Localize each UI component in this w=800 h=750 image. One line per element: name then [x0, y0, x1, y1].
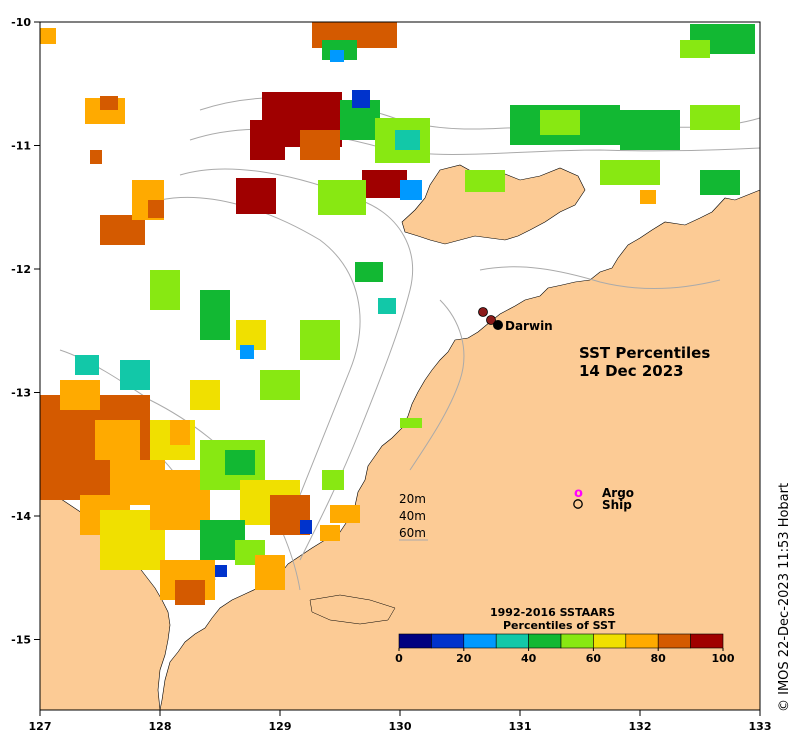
x-tick-label: 127	[29, 720, 52, 733]
x-tick-label: 129	[269, 720, 292, 733]
x-tick-label: 130	[389, 720, 412, 733]
sst-data-pixels	[40, 22, 755, 605]
map-title-line2: 14 Dec 2023	[579, 362, 684, 380]
darwin-location-marker	[493, 320, 503, 330]
colorbar-bin	[560, 633, 594, 649]
northern-peninsula	[401, 164, 586, 245]
colorbar-tick-label: 80	[651, 652, 667, 665]
x-tick-label: 131	[509, 720, 532, 733]
ship-marker	[478, 307, 488, 317]
y-tick-label: -12	[11, 263, 31, 276]
x-tick-label: 133	[749, 720, 772, 733]
argo-label: Argo	[602, 486, 634, 500]
x-tick-label: 128	[149, 720, 172, 733]
colorbar-bin	[625, 633, 659, 649]
colorbar-tick-label: 100	[712, 652, 735, 665]
y-tick-label: -13	[11, 387, 31, 400]
colorbar-title-line1: 1992-2016 SSTAARS	[490, 606, 615, 619]
colorbar-bin	[690, 633, 724, 649]
y-tick-label: -11	[11, 140, 31, 153]
colorbar-bin	[495, 633, 529, 649]
colorbar	[398, 633, 724, 649]
colorbar-tick-label: 60	[586, 652, 602, 665]
depth-label-40m: 40m	[399, 509, 426, 523]
ship-symbol	[573, 499, 583, 509]
depth-label-60m: 60m	[399, 526, 426, 540]
colorbar-tick-label: 40	[521, 652, 537, 665]
colorbar-bin	[593, 633, 627, 649]
city-label: Darwin	[505, 319, 553, 333]
colorbar-title-line2: Percentiles of SST	[503, 619, 616, 632]
argo-symbol: o	[574, 486, 583, 501]
credit-text: © IMOS 22-Dec-2023 11:53 Hobart	[777, 482, 792, 712]
colorbar-tick-label: 0	[395, 652, 403, 665]
depth-label-20m: 20m	[399, 492, 426, 506]
x-tick-label: 132	[629, 720, 652, 733]
ship-marker	[486, 315, 496, 325]
ship-label: Ship	[602, 498, 632, 512]
island	[309, 594, 396, 625]
colorbar-bin	[657, 633, 691, 649]
y-tick-label: -15	[11, 634, 31, 647]
colorbar-bin	[431, 633, 465, 649]
y-tick-label: -14	[11, 510, 31, 523]
land-mass	[159, 189, 761, 711]
colorbar-bin	[528, 633, 562, 649]
map-title-line1: SST Percentiles	[579, 344, 710, 362]
colorbar-bin	[463, 633, 497, 649]
colorbar-tick-label: 20	[456, 652, 472, 665]
colorbar-bin	[398, 633, 432, 649]
y-tick-label: -10	[11, 16, 31, 29]
